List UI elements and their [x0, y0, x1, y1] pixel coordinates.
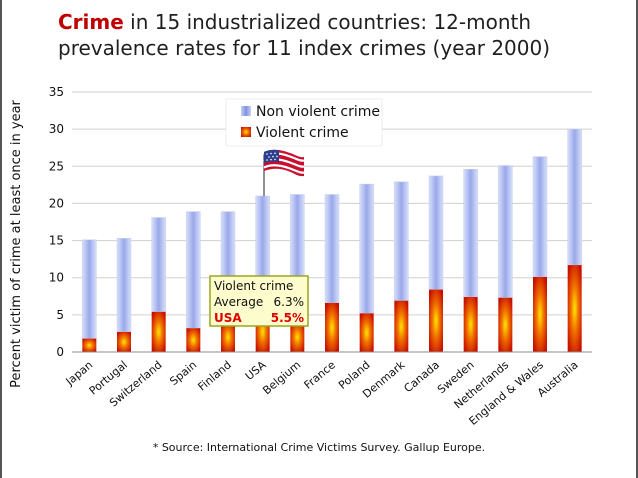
y-tick-label: 15: [49, 234, 64, 248]
bar-non-violent: [116, 238, 132, 333]
x-tick-label: USA: [243, 358, 269, 383]
x-tick-label: France: [302, 358, 339, 392]
bar-non-violent: [532, 156, 548, 278]
annotation-average-label: Average: [214, 295, 263, 309]
bar-non-violent: [394, 181, 409, 301]
bar-violent: [325, 302, 339, 352]
bar-violent: [429, 289, 443, 352]
bar-non-violent: [463, 169, 478, 298]
source-note: * Source: International Crime Victims Su…: [152, 441, 486, 454]
bar-non-violent: [567, 128, 582, 266]
bar-non-violent: [359, 183, 374, 314]
legend-label-non-violent: Non violent crime: [256, 104, 380, 120]
bar-violent: [359, 313, 374, 352]
annotation-average-value: 6.3%: [274, 295, 305, 309]
x-tick-label: Finland: [195, 358, 233, 393]
bar-non-violent: [151, 217, 166, 313]
bar-violent: [221, 322, 235, 352]
bar-violent: [567, 265, 582, 352]
legend-label-violent: Violent crime: [256, 125, 349, 141]
bar-violent: [463, 297, 478, 352]
bar-non-violent: [186, 211, 201, 329]
slide-edge-left: [0, 0, 2, 478]
title-text: in 15 industrialized countries: 12-month…: [58, 10, 551, 60]
annotation-usa-label: USA: [214, 311, 242, 325]
annotation-box: Violent crime Average 6.3% USA 5.5%: [209, 275, 309, 327]
x-tick-label: Canada: [402, 358, 442, 395]
y-tick-label: 0: [56, 345, 64, 359]
y-tick-label: 10: [49, 271, 64, 285]
bar-violent: [394, 300, 409, 352]
legend-swatch-non-violent: [241, 106, 251, 116]
bars: [82, 128, 582, 352]
bar-violent: [151, 311, 166, 352]
y-tick-label: 5: [56, 308, 64, 322]
y-axis-label: Percent victim of crime at least once in…: [9, 99, 24, 387]
bar-non-violent: [324, 194, 340, 304]
slide-title: Crime in 15 industrialized countries: 12…: [58, 9, 618, 61]
legend: Non violent crime Violent crime: [225, 98, 383, 147]
bar-non-violent: [82, 239, 97, 339]
bar-non-violent: [428, 175, 444, 290]
slide-edge-right: [636, 0, 638, 478]
annotation-usa-value: 5.5%: [271, 311, 304, 325]
title-keyword: Crime: [58, 10, 124, 34]
bar-violent: [498, 297, 513, 352]
y-tick-label: 35: [49, 85, 64, 99]
bar-violent: [186, 328, 201, 352]
y-tick-labels: 0 5 10 15 20 25 30 35: [49, 85, 64, 359]
bar-violent: [290, 322, 305, 352]
bar-violent: [82, 338, 97, 352]
y-tick-label: 30: [49, 122, 64, 136]
bar-violent: [117, 331, 131, 352]
y-tick-label: 20: [49, 196, 64, 210]
bar-violent: [533, 276, 547, 352]
y-tick-label: 25: [49, 159, 64, 173]
usa-flag-icon: [263, 149, 305, 196]
bar-non-violent: [498, 165, 513, 299]
legend-swatch-violent: [241, 127, 251, 137]
x-tick-label: Belgium: [260, 358, 303, 397]
annotation-title: Violent crime: [214, 279, 293, 293]
